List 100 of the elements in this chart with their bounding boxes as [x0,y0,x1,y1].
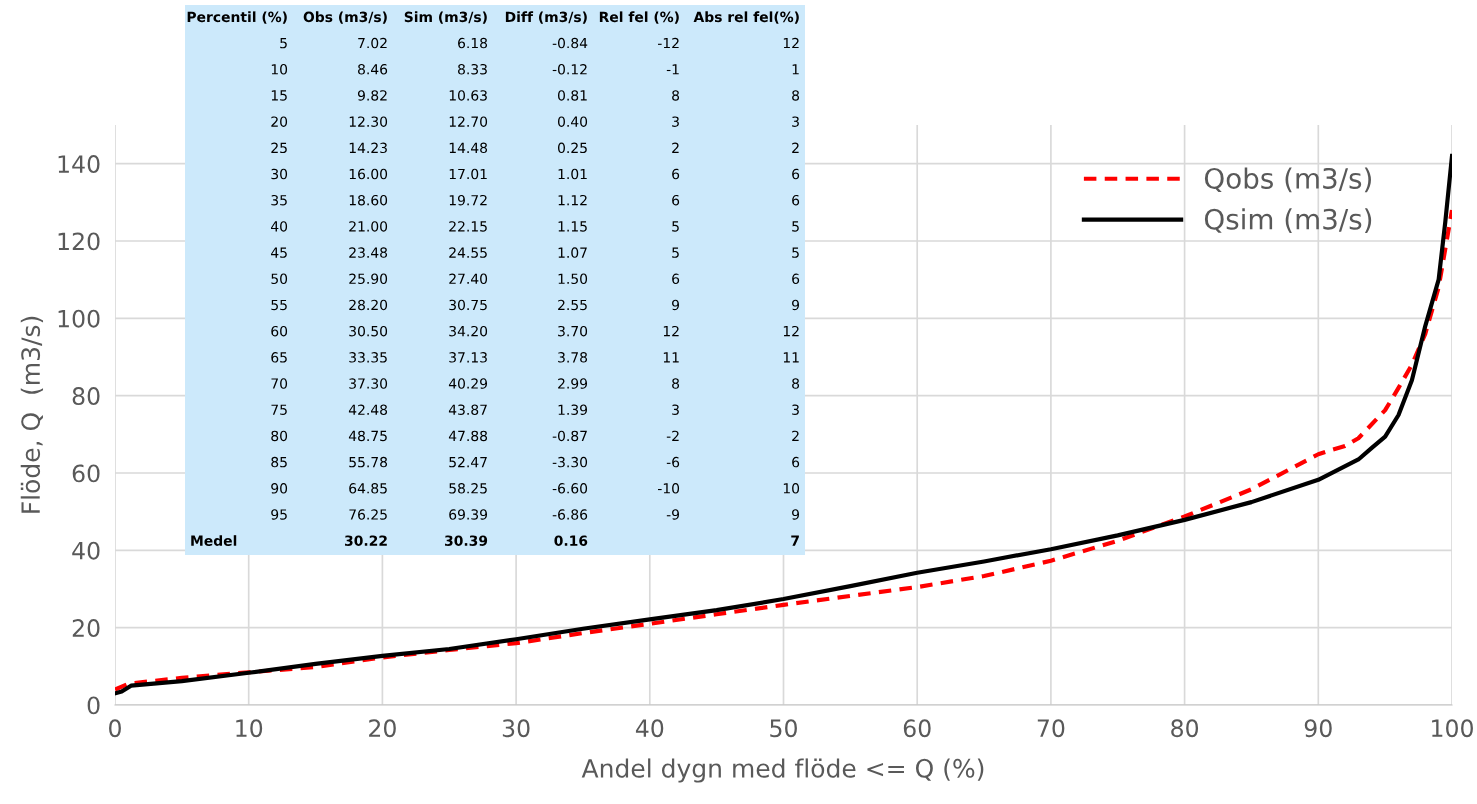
annotation: 2 [792,430,799,441]
y-tick-label: 120 [58,232,100,251]
x-tick-label: 60 [903,719,931,738]
annotation: 1.01 [558,168,587,180]
annotation: 14.23 [349,142,387,154]
annotation: 3 [672,404,679,415]
x-tick-label: 10 [236,719,263,738]
annotation: Medel [191,535,237,546]
annotation: 25 [271,142,287,154]
annotation: 6 [792,194,800,206]
text: -12 [657,37,679,49]
x-tick-label: 80 [1171,719,1199,738]
annotation: 1.15 [558,221,587,232]
annotation: 58.25 [449,483,487,494]
annotation: 7 [791,535,799,546]
text: 5 [280,37,287,49]
text: Percentil (%) [187,11,287,24]
annotation: 47.88 [448,430,488,442]
x-tick-label: 100 [1432,719,1473,738]
annotation: 69.39 [449,509,488,520]
annotation: 0.16 [554,535,588,546]
annotation: 20 [271,116,288,127]
y-tick-label: 140 [58,155,100,173]
annotation: 70 [271,378,288,389]
text: Diff (m3/s) [505,11,587,24]
x-tick-label: 50 [770,719,797,738]
annotation: -6.60 [552,483,588,494]
annotation: 19.72 [449,194,487,206]
text: Rel fel (%) [599,11,679,24]
annotation: 80 [271,430,288,442]
y-tick-label: 80 [72,387,100,405]
y-tick-label: 40 [72,541,100,560]
annotation: -9 [666,509,680,520]
annotation: 30.75 [449,299,487,311]
y-tick-label: 0 [87,696,100,715]
annotation: 5 [792,247,799,258]
annotation: 6 [672,168,680,180]
annotation: 0.25 [557,142,587,154]
text: 0.81 [557,90,587,101]
text: -1 [666,64,679,75]
annotation: 9 [792,509,800,520]
annotation: 12 [663,325,679,337]
annotation: 11 [783,352,799,363]
annotation: 1.50 [558,273,588,285]
annotation: 24.55 [449,247,487,258]
annotation: 27.40 [449,273,488,285]
text: 8.46 [358,64,388,75]
text: 10.63 [449,90,487,101]
annotation: 10 [783,483,800,494]
text: 8.33 [458,64,487,75]
annotation: -6 [666,456,680,468]
annotation: 6 [672,273,680,285]
annotation: 33.35 [349,352,387,363]
annotation: 14.48 [449,142,488,154]
annotation: 6 [672,194,680,206]
legend-label: Qsim (m3/s) [1204,208,1372,233]
text: 7.02 [358,37,387,49]
y-axis-title: Flöde, Q (m3/s) [20,316,44,513]
text: 10 [271,64,288,75]
annotation: 9 [792,299,800,311]
annotation: 12.30 [349,116,388,127]
annotation: 6 [792,273,800,285]
text: 8 [792,90,800,101]
annotation: 43.87 [448,404,487,415]
annotation: 12 [783,325,799,337]
annotation: 6 [792,456,800,468]
annotation: 11 [663,352,679,363]
legend-label: Qobs (m3/s) [1204,167,1371,193]
annotation: 0.40 [557,116,588,127]
annotation: 2.99 [558,378,588,389]
annotation: 30.22 [345,535,387,546]
text: -0.84 [552,37,588,49]
x-tick-label: 20 [369,719,396,738]
text: Sim (m3/s) [404,11,487,24]
annotation: 25.90 [349,273,388,285]
annotation: 37.13 [449,352,487,363]
annotation: 40.29 [448,378,488,389]
annotation: 23.48 [349,247,388,258]
annotation: 76.25 [349,509,387,520]
annotation: 50 [271,273,288,285]
annotation: 55 [271,299,287,311]
annotation: 1.12 [558,194,587,206]
annotation: -0.87 [552,430,587,442]
annotation: 37.30 [349,378,388,389]
annotation: 5 [792,221,799,232]
annotation: 30.50 [349,325,388,337]
text: 6.18 [458,37,488,49]
annotation: 52.47 [449,456,487,468]
x-tick-label: 90 [1304,719,1332,738]
annotation: 48.75 [348,430,387,442]
y-tick-label: 20 [72,619,100,637]
text: 8 [672,90,680,101]
annotation: 3.78 [558,352,588,363]
annotation: 9 [672,299,680,311]
annotation: 8 [792,378,800,389]
x-tick-label: 70 [1037,719,1065,738]
x-tick-label: 40 [635,719,664,738]
annotation: 8 [672,378,680,389]
annotation: 18.60 [349,194,388,206]
annotation: 5 [672,221,679,232]
